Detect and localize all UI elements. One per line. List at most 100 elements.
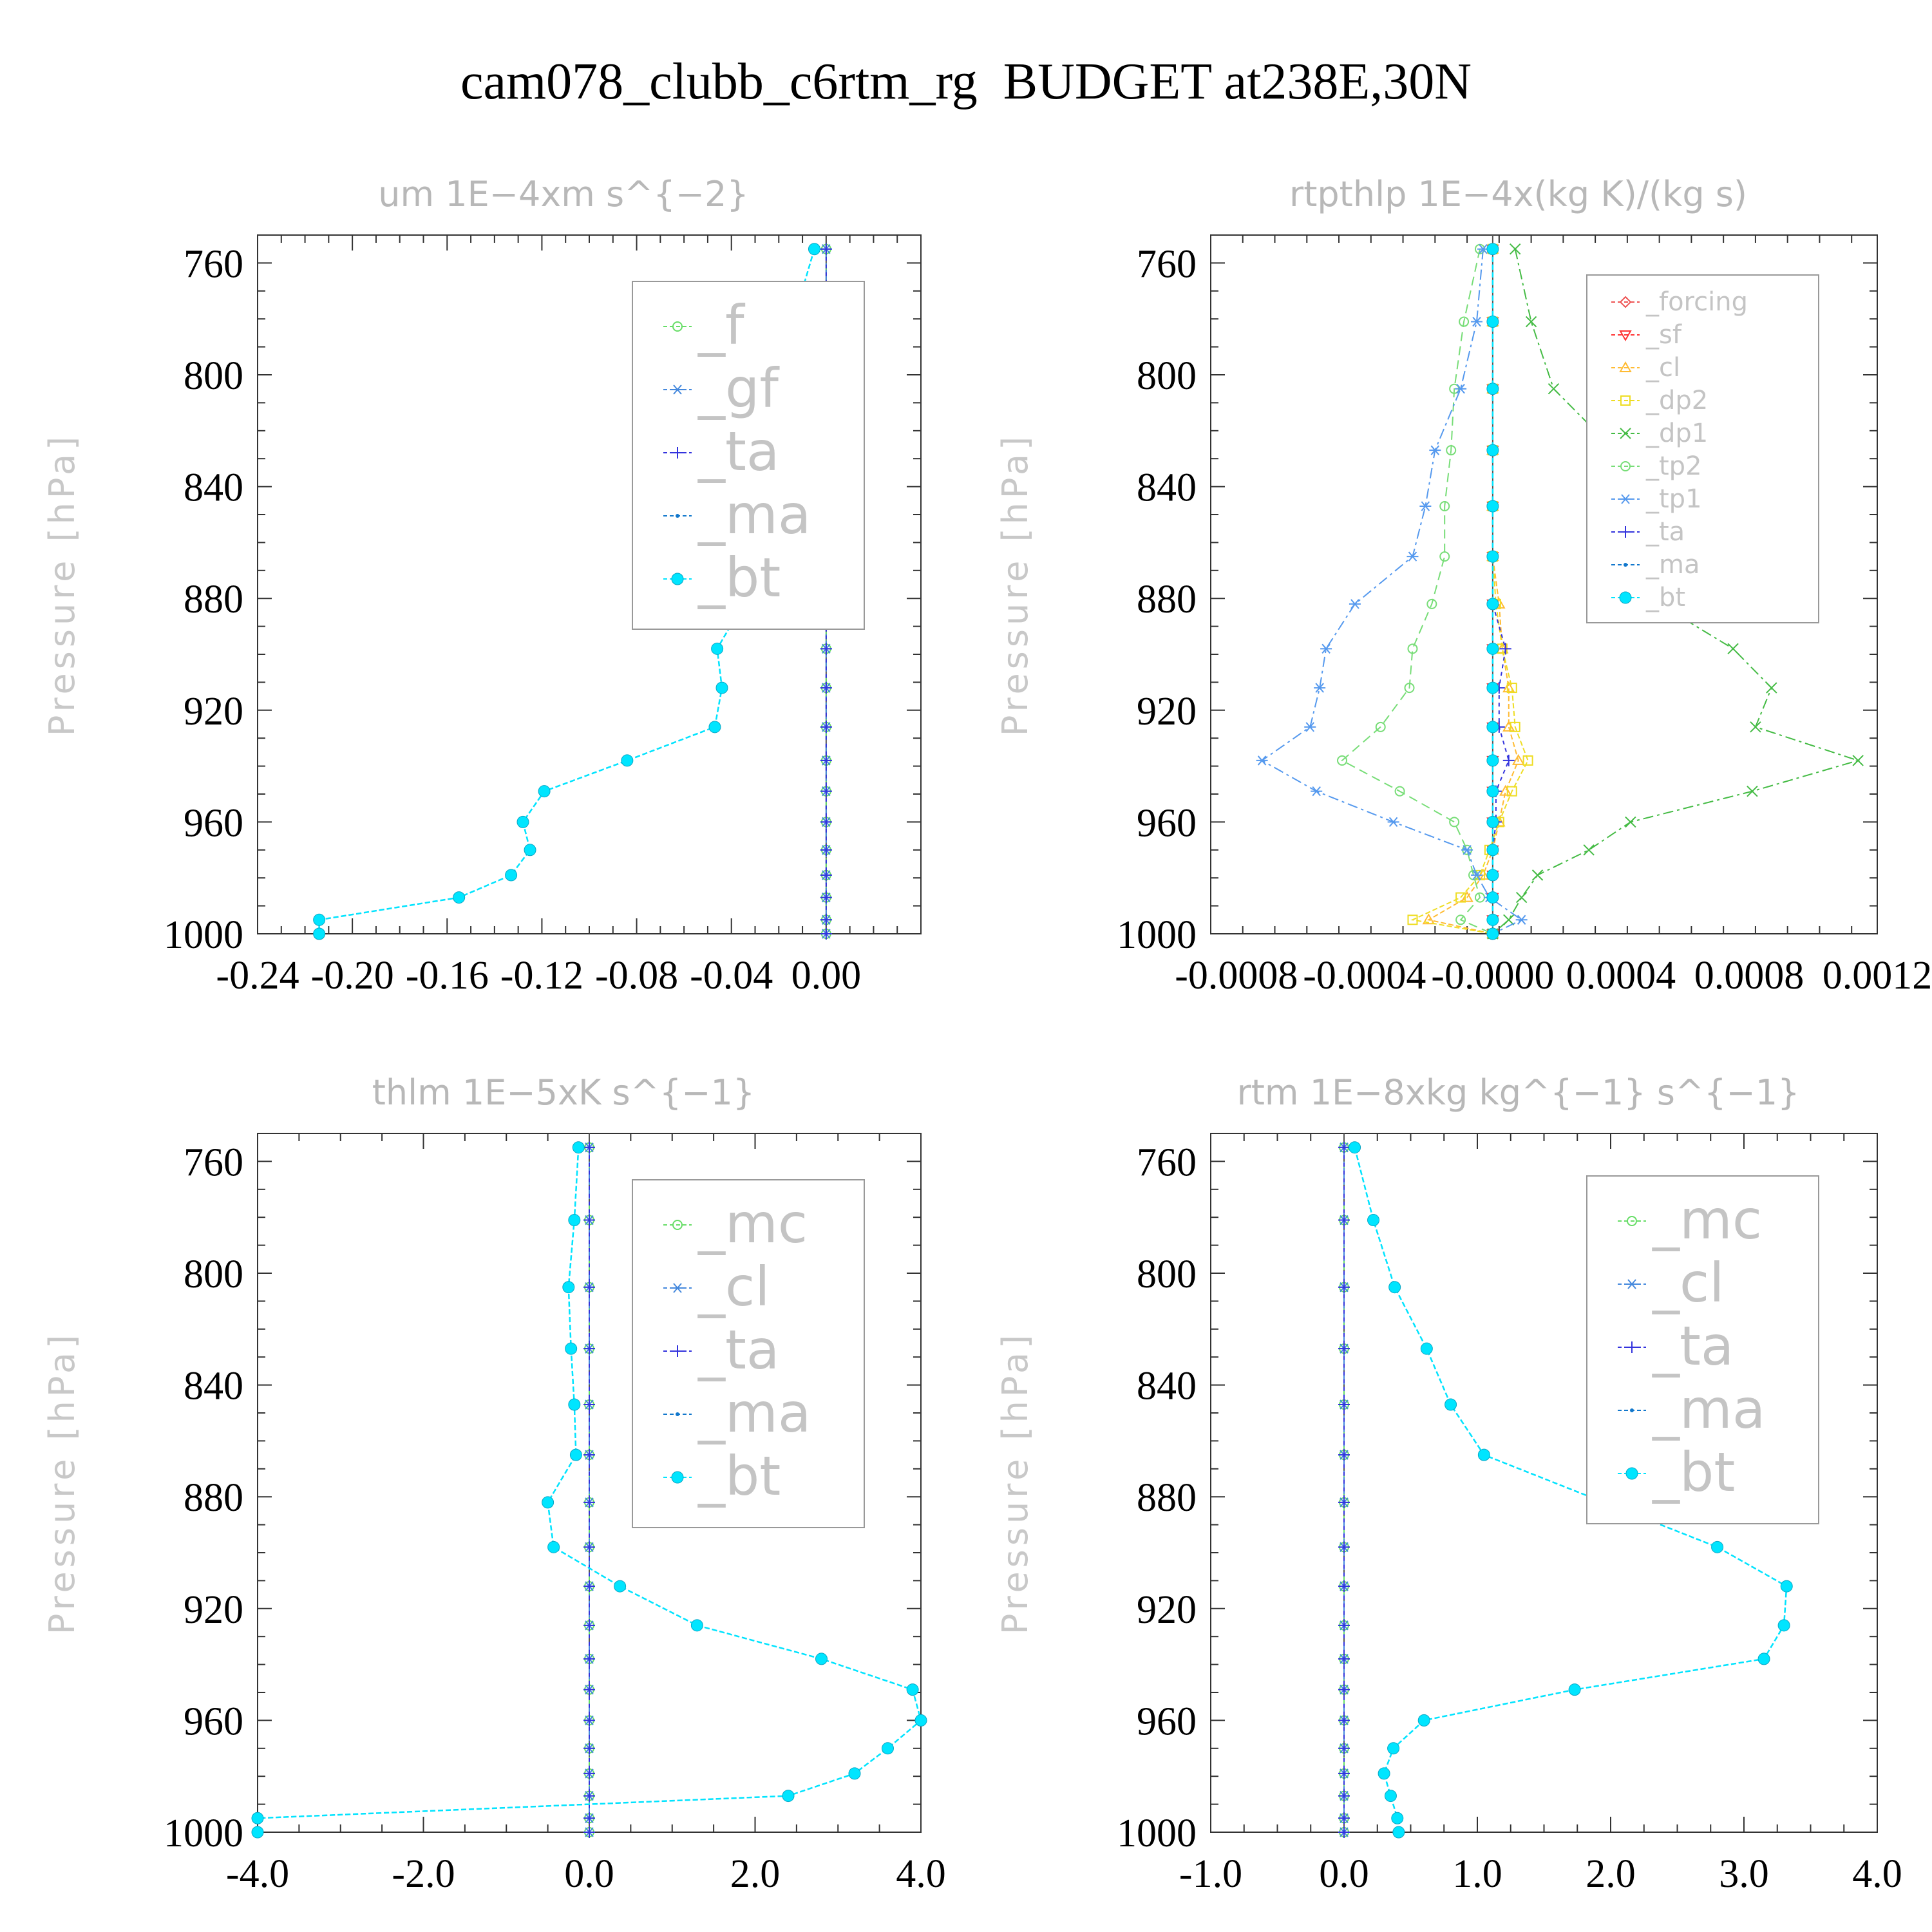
data-point (1384, 1790, 1397, 1803)
panel-title: rtm 1E−8xkg kg^{−1} s^{−1} (1237, 1072, 1800, 1113)
data-point (1455, 892, 1466, 903)
x-tick-label: 0.0004 (1566, 954, 1676, 998)
data-point (1486, 550, 1499, 563)
legend: _forcing_sf_cl _dp2 _dp1 _tp2_tp1_ta_ma _bt (1586, 274, 1819, 623)
legend-item-tp2: _tp2 (1611, 451, 1702, 481)
data-point (820, 754, 832, 766)
data-point (676, 1412, 679, 1416)
data-point (1486, 243, 1499, 256)
legend-box (632, 1179, 865, 1528)
data-point (1349, 599, 1361, 609)
data-point (569, 1448, 582, 1461)
data-point (524, 844, 536, 857)
data-point (1630, 1408, 1634, 1412)
legend-label: _ta (697, 420, 779, 483)
data-point (516, 815, 529, 828)
data-point (1510, 243, 1521, 255)
data-point (1619, 296, 1632, 308)
data-point (568, 1214, 581, 1227)
y-tick-label: 800 (1137, 354, 1197, 398)
data-point (1626, 1341, 1638, 1353)
data-point (914, 1714, 927, 1727)
series-line (1341, 249, 1493, 934)
data-point (1429, 445, 1441, 455)
legend-box (1586, 274, 1819, 623)
x-tick-label: 2.0 (1586, 1852, 1636, 1896)
data-point (1503, 914, 1515, 926)
data-point (1471, 870, 1482, 880)
data-point (1320, 643, 1332, 654)
data-point (1422, 913, 1435, 925)
y-tick-label: 920 (184, 1588, 243, 1632)
data-point (1486, 913, 1499, 926)
y-tick-label: 1000 (1117, 913, 1197, 957)
data-point (1338, 1398, 1350, 1410)
legend-label: _ta (1645, 517, 1685, 547)
data-point (614, 1580, 627, 1593)
data-point (1568, 1683, 1581, 1696)
data-point (672, 384, 683, 395)
x-tick-label: -0.0008 (1175, 954, 1298, 998)
data-point (1375, 721, 1386, 732)
legend-label: _tp2 (1645, 451, 1702, 481)
data-point (1852, 755, 1864, 766)
data-point (583, 1398, 595, 1410)
data-point (1391, 1812, 1404, 1824)
legend-label: _forcing (1645, 287, 1748, 317)
data-point (313, 927, 326, 940)
x-tick-label: -0.08 (595, 954, 678, 998)
data-point (1407, 914, 1418, 925)
panel-4: rtm 1E−8xkg kg^{−1} s^{−1} Pressure [hPa]… (995, 1072, 1902, 1896)
x-tick-label: -2.0 (392, 1852, 455, 1896)
x-tick-label: 0.0008 (1694, 954, 1804, 998)
panel-title: rtpthlp 1E−4x(kg K)/(kg s) (1289, 174, 1747, 214)
data-point (1338, 1767, 1350, 1779)
data-point (1444, 1398, 1457, 1411)
y-tick-label: 760 (1137, 1141, 1197, 1184)
data-point (583, 1812, 595, 1824)
data-point (583, 1683, 595, 1696)
y-axis-label: Pressure [hPa] (995, 1331, 1036, 1634)
series-ta (1486, 243, 1515, 940)
data-point (815, 1653, 828, 1665)
data-point (848, 1767, 861, 1780)
data-point (1583, 844, 1595, 856)
data-point (820, 914, 832, 926)
data-point (820, 869, 832, 881)
legend-item-ma: _ma (663, 1381, 811, 1444)
legend-label: _ta (697, 1318, 779, 1381)
data-point (583, 1281, 595, 1293)
legend-item-cl: _cl (1611, 353, 1680, 383)
legend-item-dp2: _dp2 (1611, 386, 1708, 415)
legend-item-f: _f (663, 294, 746, 357)
data-point (820, 891, 832, 904)
legend-label: _dp1 (1645, 419, 1708, 448)
data-point (583, 1714, 595, 1727)
data-point (1486, 844, 1499, 857)
panel-3: thlm 1E−5xK s^{−1} Pressure [hPa] 760 800 84… (42, 1072, 946, 1896)
x-tick-label: 0.0 (1319, 1852, 1369, 1896)
data-point (1304, 722, 1316, 732)
data-point (1502, 754, 1515, 766)
data-point (583, 1343, 595, 1355)
data-point (583, 1619, 595, 1631)
data-point (1750, 721, 1761, 733)
data-point (1378, 1767, 1390, 1780)
data-point (1367, 1214, 1380, 1227)
data-point (1627, 1216, 1637, 1226)
data-point (820, 721, 832, 733)
y-tick-label: 880 (184, 1476, 243, 1520)
data-point (672, 321, 683, 332)
data-point (1620, 395, 1631, 406)
legend-item-ma: _ma (1611, 550, 1700, 580)
data-point (1338, 1742, 1350, 1754)
data-point (1338, 1214, 1350, 1226)
data-point (1461, 845, 1473, 855)
y-tick-label: 1000 (164, 913, 243, 957)
data-point (1439, 551, 1450, 562)
data-point (1727, 643, 1739, 655)
data-point (1471, 316, 1482, 327)
series-line (256, 1147, 922, 1832)
legend-item-ma: _ma (663, 483, 811, 546)
data-point (1420, 1342, 1433, 1355)
